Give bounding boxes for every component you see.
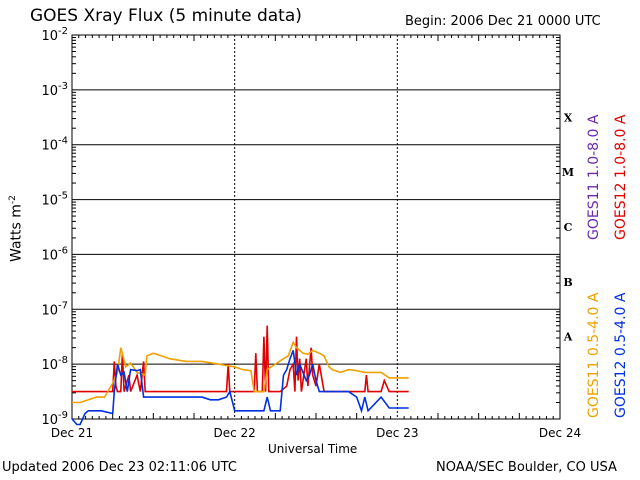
legend-entry: GOES11 1.0-8.0 A [586,114,602,240]
x-axis-label: Universal Time [268,442,358,456]
y-tick-label: 10-2 [41,26,68,44]
y-tick-label: 10-8 [41,355,68,373]
flare-class-label: M [562,166,574,179]
legend-entry: GOES11 0.5-4.0 A [586,292,602,418]
series-line-goes11-short [72,340,409,404]
flare-class-label: C [564,221,573,234]
begin-time: Begin: 2006 Dec 21 0000 UTC [405,14,601,29]
flare-class-label: A [563,331,573,344]
x-tick-label: Dec 21 [51,426,93,440]
x-tick-label: Dec 24 [539,426,581,440]
y-tick-label: 10-3 [41,81,68,99]
x-tick-label: Dec 22 [214,426,256,440]
chart-title: GOES Xray Flux (5 minute data) [30,6,302,26]
series-line-goes12-long [72,325,409,393]
series-line-goes12-short [71,350,409,426]
x-tick-label: Dec 23 [376,426,418,440]
credit-text: NOAA/SEC Boulder, CO USA [436,460,617,475]
legend-entry: GOES12 0.5-4.0 A [613,292,629,418]
updated-timestamp: Updated 2006 Dec 23 02:11:06 UTC [2,460,237,475]
flare-class-label: X [564,111,573,124]
y-tick-label: 10-7 [41,300,68,318]
legend-entry: GOES12 1.0-8.0 A [613,114,629,240]
flare-class-label: B [563,276,572,289]
y-tick-label: 10-4 [41,136,68,154]
y-axis-label: Watts m-2 [8,195,25,262]
y-tick-label: 10-5 [41,191,68,209]
plot-frame [71,34,561,420]
y-tick-label: 10-6 [41,245,68,263]
